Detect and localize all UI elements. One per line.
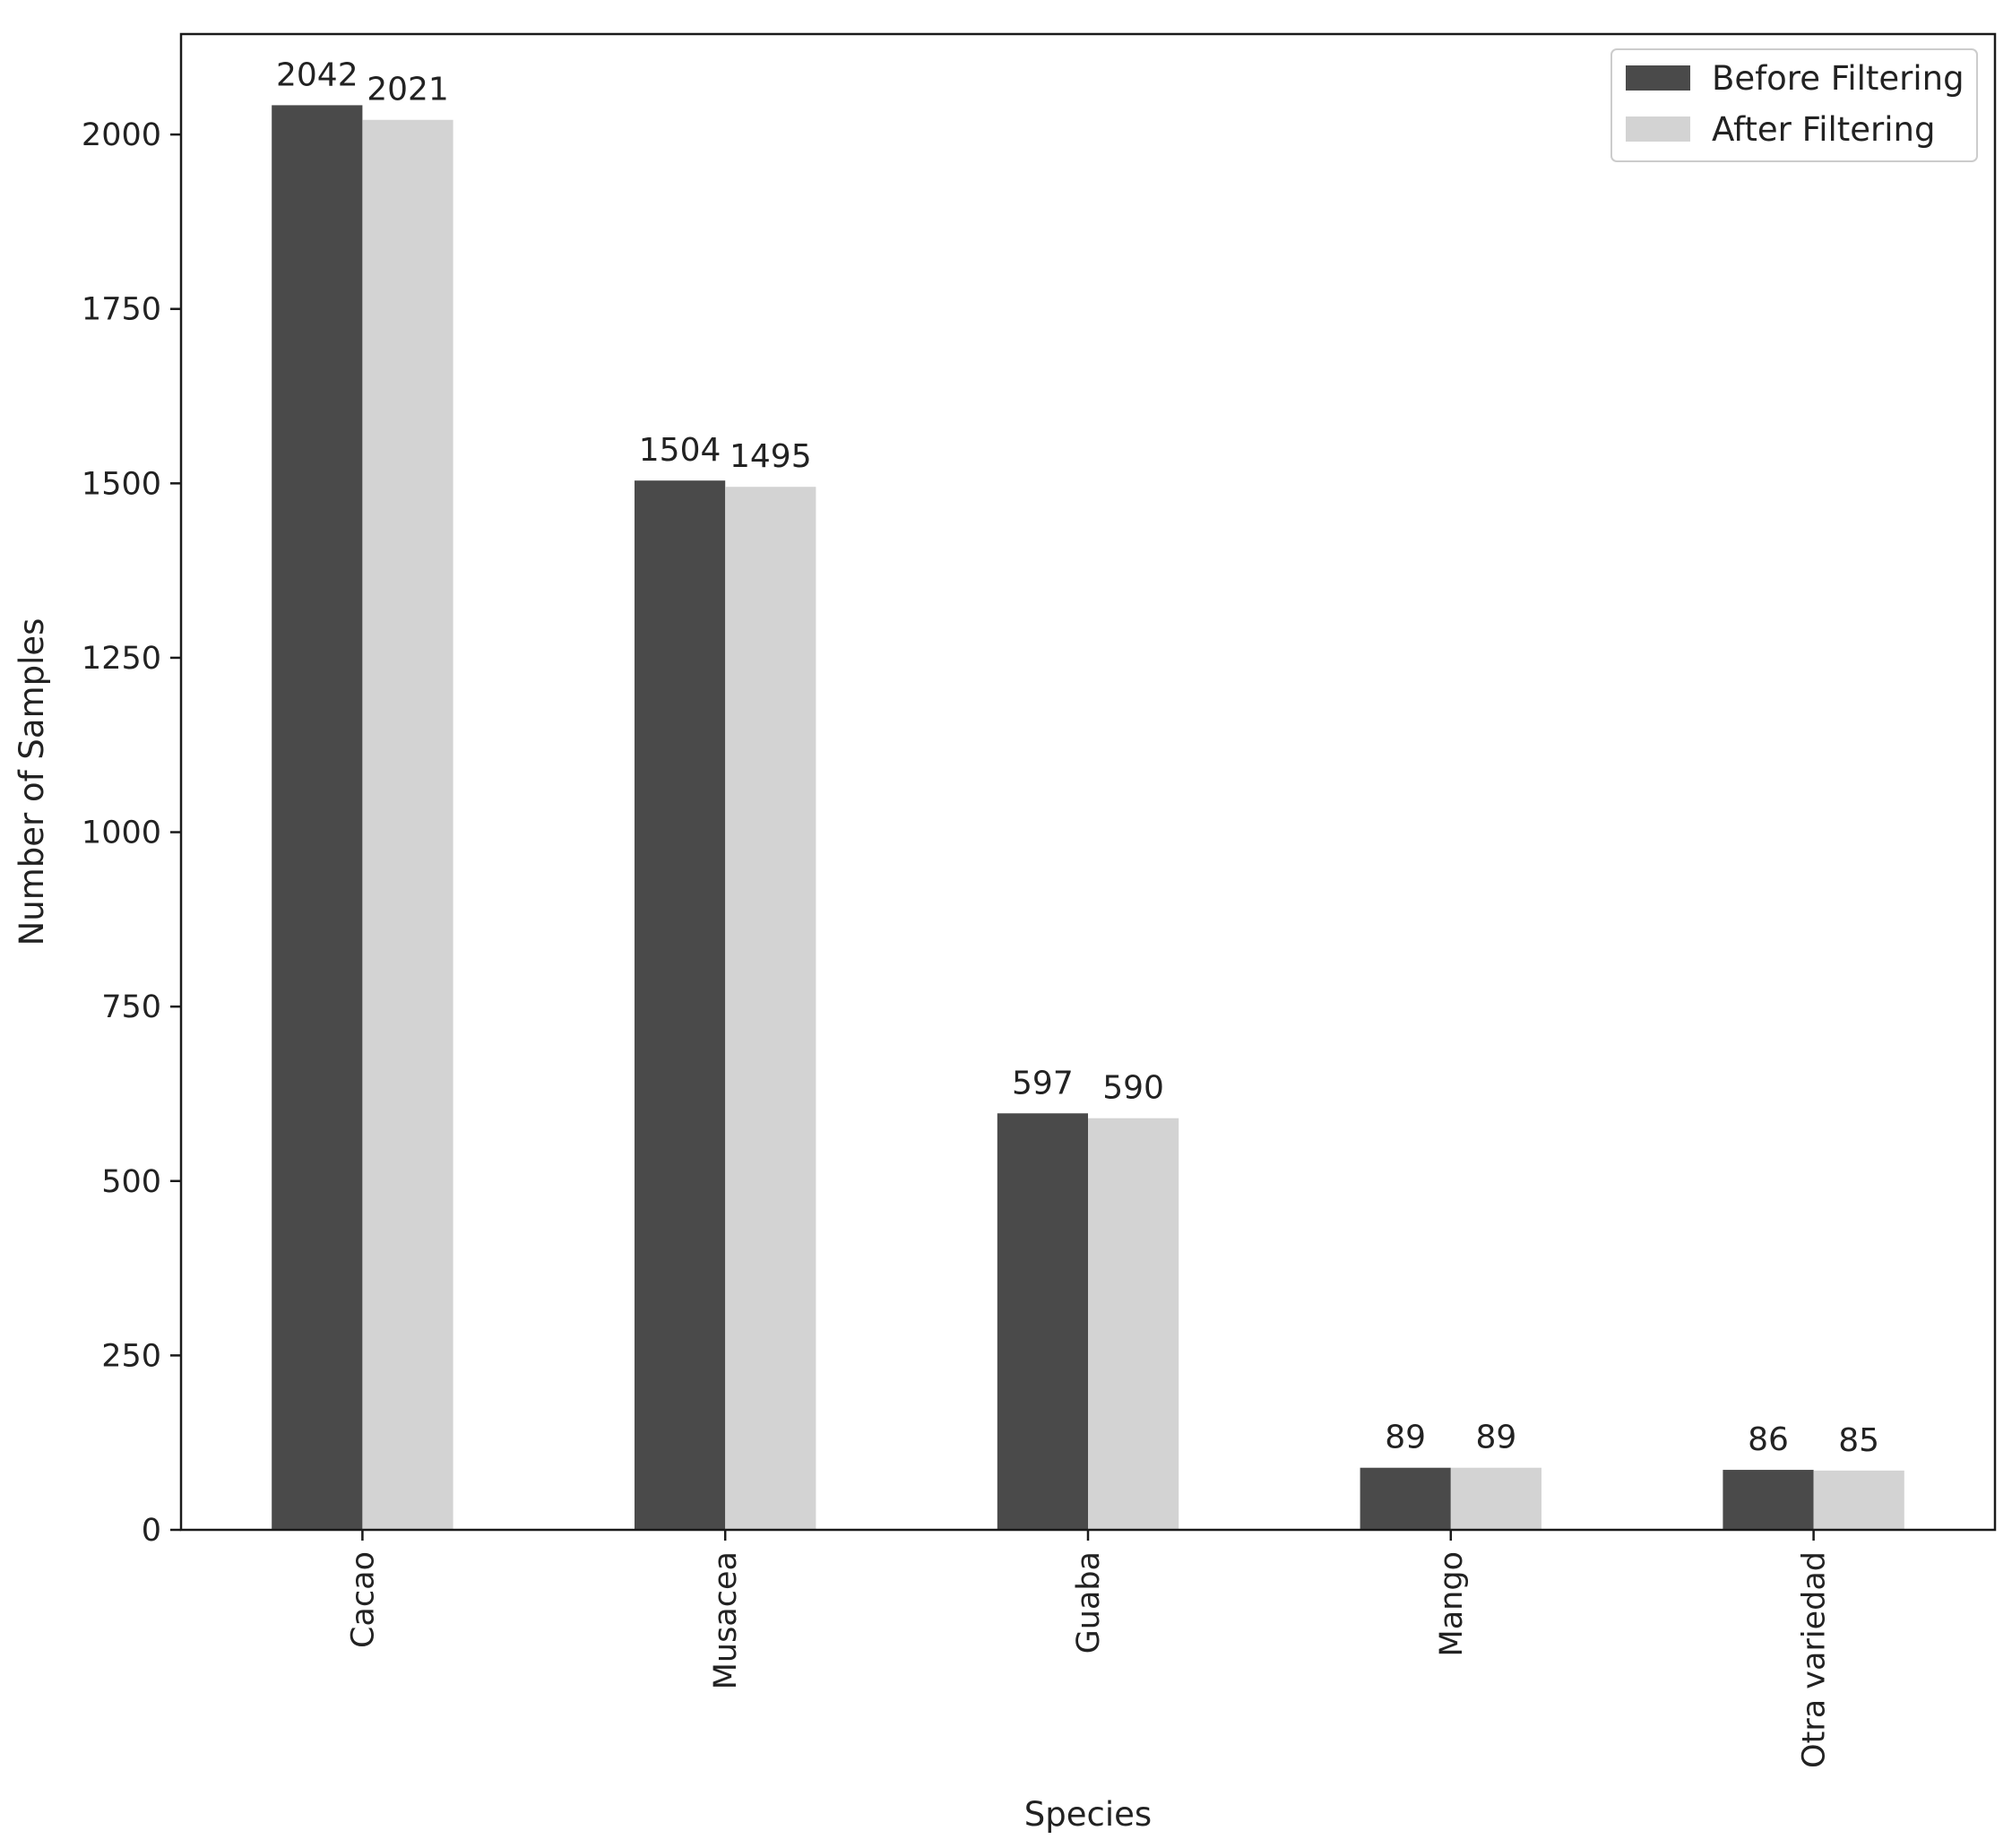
bar-guaba-after-filtering [1088, 1118, 1179, 1530]
legend: Before Filtering After Filtering [1610, 48, 1978, 162]
y-axis: 0 250 500 750 1000 1250 1500 1750 2000 [82, 117, 181, 1549]
bar-otra-variedad-after-filtering [1813, 1470, 1904, 1530]
y-tick-label-1000: 1000 [82, 816, 161, 851]
data-label-musacea-after-filtering: 1495 [730, 438, 812, 475]
legend-swatch-before-filtering [1626, 65, 1690, 91]
y-tick-label-1250: 1250 [82, 641, 161, 677]
y-tick-label-500: 500 [101, 1164, 161, 1200]
data-label-otra-variedad-after-filtering: 85 [1838, 1422, 1879, 1459]
y-tick-label-750: 750 [101, 989, 161, 1025]
data-labels-layer: 2042 2021 1504 1495 597 590 89 89 86 85 [276, 56, 1879, 1458]
x-tick-label-musacea: Musacea [708, 1551, 744, 1689]
y-tick-label-2000: 2000 [82, 117, 161, 153]
data-label-musacea-before-filtering: 1504 [639, 432, 721, 469]
legend-box [1610, 48, 1978, 162]
bar-mango-after-filtering [1450, 1467, 1541, 1530]
bar-cacao-before-filtering [272, 105, 363, 1530]
y-tick-label-1750: 1750 [82, 292, 161, 328]
bar-mango-before-filtering [1360, 1467, 1451, 1530]
data-label-cacao-after-filtering: 2021 [367, 72, 449, 108]
y-tick-label-0: 0 [142, 1513, 161, 1549]
y-axis-label: Number of Samples [13, 618, 51, 946]
x-axis: Cacao Musacea Guaba Mango Otra variedad [345, 1530, 1833, 1768]
legend-label-after-filtering: After Filtering [1712, 110, 1935, 149]
x-axis-label: Species [1024, 1795, 1152, 1834]
legend-swatch-after-filtering [1626, 117, 1690, 142]
data-label-guaba-after-filtering: 590 [1102, 1070, 1164, 1107]
data-label-otra-variedad-before-filtering: 86 [1748, 1421, 1789, 1458]
legend-label-before-filtering: Before Filtering [1712, 59, 1965, 98]
bar-musacea-before-filtering [635, 480, 726, 1530]
bar-guaba-before-filtering [997, 1113, 1088, 1530]
data-label-mango-after-filtering: 89 [1475, 1420, 1516, 1456]
data-label-mango-before-filtering: 89 [1385, 1420, 1426, 1456]
data-label-guaba-before-filtering: 597 [1012, 1065, 1074, 1101]
y-tick-label-250: 250 [101, 1338, 161, 1374]
x-tick-label-guaba: Guaba [1071, 1551, 1107, 1654]
x-tick-label-otra-variedad: Otra variedad [1797, 1551, 1833, 1768]
bars-layer [272, 105, 1904, 1531]
bar-musacea-after-filtering [725, 487, 816, 1530]
x-tick-label-mango: Mango [1434, 1551, 1470, 1656]
data-label-cacao-before-filtering: 2042 [276, 56, 358, 93]
x-tick-label-cacao: Cacao [345, 1551, 381, 1648]
bar-otra-variedad-before-filtering [1723, 1470, 1814, 1530]
bar-cacao-after-filtering [362, 119, 453, 1531]
y-tick-label-1500: 1500 [82, 466, 161, 502]
